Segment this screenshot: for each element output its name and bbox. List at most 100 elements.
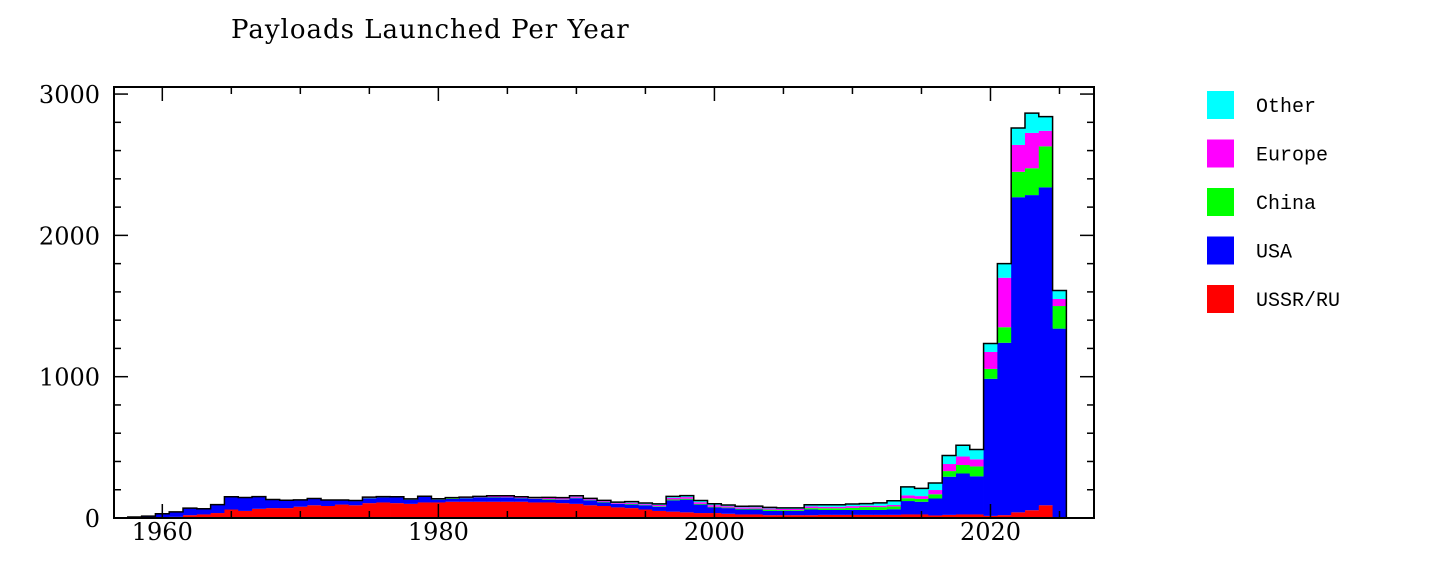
bar-usa-1991 bbox=[583, 500, 598, 506]
bar-ussr-ru-1972 bbox=[321, 505, 336, 518]
bar-usa-2009 bbox=[831, 509, 846, 515]
bar-ussr-ru-1987 bbox=[528, 502, 543, 518]
bar-china-1996 bbox=[652, 506, 667, 507]
bar-other-2011 bbox=[859, 503, 874, 506]
bar-ussr-ru-2022 bbox=[1011, 512, 1026, 518]
bar-other-2022 bbox=[1011, 127, 1026, 145]
bar-usa-1962 bbox=[183, 508, 198, 516]
bar-usa-1978 bbox=[403, 499, 419, 504]
bar-china-2007 bbox=[804, 508, 819, 510]
bar-europe-2001 bbox=[721, 506, 736, 508]
bar-ussr-ru-2006 bbox=[790, 515, 805, 518]
y-tick-label-0: 0 bbox=[85, 505, 100, 533]
bar-other-2009 bbox=[831, 504, 846, 507]
x-axis-tick-labels: 1960 1980 2000 2020 bbox=[132, 518, 1021, 546]
bar-usa-1993 bbox=[610, 503, 626, 508]
bar-other-2017 bbox=[942, 455, 957, 465]
bar-usa-2013 bbox=[886, 509, 902, 515]
legend-swatch-ussr-ru bbox=[1207, 285, 1234, 313]
bar-china-1997 bbox=[666, 499, 681, 501]
bar-ussr-ru-2017 bbox=[942, 514, 957, 518]
bar-usa-2020 bbox=[983, 378, 998, 516]
bar-europe-1997 bbox=[666, 497, 681, 500]
bar-europe-1998 bbox=[679, 497, 695, 499]
bar-other-2025 bbox=[1052, 290, 1067, 299]
bar-europe-1992 bbox=[597, 501, 612, 503]
bar-europe-1988 bbox=[541, 497, 557, 500]
bar-ussr-ru-1971 bbox=[307, 505, 322, 518]
bar-china-2008 bbox=[817, 508, 833, 510]
bar-usa-2015 bbox=[914, 501, 929, 515]
bar-usa-2008 bbox=[817, 509, 833, 515]
bar-usa-1965 bbox=[224, 496, 239, 510]
bar-china-2005 bbox=[776, 510, 791, 511]
bar-ussr-ru-1986 bbox=[514, 501, 529, 518]
bar-china-2004 bbox=[762, 509, 777, 511]
bar-ussr-ru-1990 bbox=[569, 503, 584, 518]
bar-ussr-ru-1984 bbox=[486, 501, 501, 518]
bars-layer bbox=[114, 113, 1067, 518]
bar-ussr-ru-2014 bbox=[900, 514, 915, 518]
bar-ussr-ru-2003 bbox=[748, 514, 764, 518]
bar-usa-1977 bbox=[390, 497, 405, 504]
bar-china-2021 bbox=[997, 327, 1012, 343]
bar-usa-1990 bbox=[569, 498, 584, 504]
bar-other-2020 bbox=[983, 343, 998, 352]
bar-china-2006 bbox=[790, 510, 805, 511]
total-outline bbox=[113, 112, 1068, 519]
bar-ussr-ru-2012 bbox=[873, 514, 888, 518]
bar-europe-1993 bbox=[610, 503, 626, 504]
bar-europe-2005 bbox=[776, 508, 791, 511]
bar-china-2018 bbox=[955, 465, 971, 474]
bar-ussr-ru-2024 bbox=[1038, 505, 1053, 518]
y-axis-tick-labels: 0 1000 2000 3000 bbox=[39, 81, 100, 533]
bar-usa-1981 bbox=[445, 498, 460, 502]
bar-ussr-ru-1983 bbox=[472, 501, 488, 518]
bar-other-1999 bbox=[693, 500, 708, 503]
bar-europe-2008 bbox=[817, 506, 833, 509]
bar-europe-1984 bbox=[486, 496, 501, 498]
bar-europe-1990 bbox=[569, 496, 584, 498]
legend-swatch-usa bbox=[1207, 236, 1234, 265]
bar-ussr-ru-1963 bbox=[196, 514, 212, 518]
bar-usa-2002 bbox=[735, 509, 750, 515]
bar-other-2019 bbox=[969, 449, 984, 460]
bar-usa-1973 bbox=[334, 500, 350, 505]
bar-usa-1994 bbox=[624, 504, 639, 509]
plot-frame bbox=[113, 86, 1095, 519]
bar-europe-2016 bbox=[928, 490, 943, 495]
bar-usa-1979 bbox=[417, 496, 432, 503]
bar-europe-1996 bbox=[652, 505, 667, 507]
bar-ussr-ru-1999 bbox=[693, 513, 708, 518]
bar-ussr-ru-1985 bbox=[500, 501, 515, 518]
bar-usa-2014 bbox=[900, 501, 915, 515]
bar-usa-1999 bbox=[693, 504, 708, 514]
bar-ussr-ru-1977 bbox=[390, 503, 405, 518]
bar-ussr-ru-2008 bbox=[817, 514, 833, 518]
bar-europe-2021 bbox=[997, 277, 1012, 328]
bar-china-2015 bbox=[914, 498, 929, 502]
bar-europe-2023 bbox=[1024, 132, 1040, 169]
bar-usa-1969 bbox=[279, 500, 294, 509]
bar-usa-2025 bbox=[1052, 328, 1067, 518]
bar-other-2012 bbox=[873, 502, 888, 506]
bar-usa-2016 bbox=[928, 498, 943, 516]
bar-ussr-ru-2019 bbox=[969, 514, 984, 518]
bar-ussr-ru-2009 bbox=[831, 514, 846, 518]
bar-other-2024 bbox=[1038, 116, 1053, 131]
bar-usa-2018 bbox=[955, 473, 971, 515]
bar-usa-2019 bbox=[969, 476, 984, 515]
bar-usa-1997 bbox=[666, 500, 681, 512]
bar-ussr-ru-1989 bbox=[555, 503, 570, 518]
bar-other-2015 bbox=[914, 488, 929, 497]
y-tick-label-1000: 1000 bbox=[39, 364, 100, 392]
bar-ussr-ru-1997 bbox=[666, 511, 681, 518]
bar-usa-1980 bbox=[431, 499, 446, 503]
y-tick-label-3000: 3000 bbox=[39, 81, 100, 109]
bar-europe-2012 bbox=[873, 505, 888, 508]
bar-usa-2024 bbox=[1038, 187, 1053, 506]
bar-china-2009 bbox=[831, 508, 846, 510]
bar-ussr-ru-1975 bbox=[362, 503, 377, 518]
bar-usa-1967 bbox=[252, 496, 267, 509]
